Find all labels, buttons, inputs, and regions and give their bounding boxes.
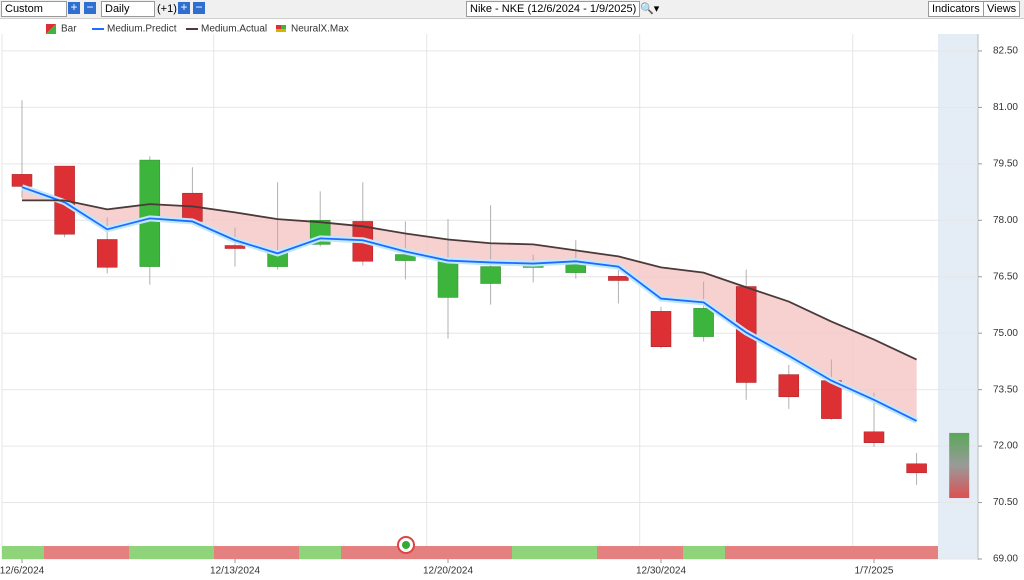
- search-button[interactable]: 🔍▾: [640, 3, 660, 15]
- offset-plus-button[interactable]: +: [178, 1, 190, 14]
- candle-body: [480, 266, 501, 284]
- zoom-out-button[interactable]: −: [84, 1, 96, 14]
- signal: [129, 546, 214, 559]
- signal: [214, 546, 299, 559]
- signal: [341, 546, 512, 559]
- candle-body: [608, 276, 629, 281]
- legend-label[interactable]: Medium.Predict: [107, 24, 177, 35]
- legend-label[interactable]: Bar: [61, 24, 77, 35]
- candle-body: [11, 174, 33, 187]
- y-tick-label: 75.00: [993, 328, 1018, 339]
- views-button[interactable]: Views: [983, 1, 1021, 17]
- zoom-in-button[interactable]: +: [68, 1, 80, 14]
- legend-swatch: [276, 29, 286, 32]
- legend-swatch: [276, 25, 281, 29]
- legend-label[interactable]: Medium.Actual: [201, 24, 267, 35]
- y-tick-label: 69.00: [993, 554, 1018, 565]
- offset-label: (+1): [157, 3, 177, 15]
- y-tick-label: 72.00: [993, 441, 1018, 452]
- line: [21, 186, 917, 422]
- candle-body: [650, 311, 672, 347]
- x-tick-label: 12/13/2024: [210, 566, 260, 577]
- y-tick-label: 79.50: [993, 158, 1018, 169]
- y-tick-label: 81.00: [993, 102, 1018, 113]
- event-icon-dot: [402, 541, 410, 549]
- range-select[interactable]: Custom: [1, 1, 67, 17]
- legend-swatch: [46, 24, 56, 34]
- candle-body: [96, 239, 118, 268]
- y-tick-label: 70.50: [993, 497, 1018, 508]
- line: [22, 199, 917, 361]
- legend-swatch: [281, 25, 286, 29]
- toolbar: Custom + − Daily (+1) + − Nike - NKE (12…: [0, 0, 1024, 19]
- legend-label[interactable]: NeuralX.Max: [291, 24, 349, 35]
- y-tick-label: 76.50: [993, 271, 1018, 282]
- candle-body: [437, 260, 459, 298]
- candle-body: [778, 374, 800, 398]
- signal: [2, 546, 44, 559]
- x-tick-label: 12/20/2024: [423, 566, 473, 577]
- y-tick-label: 82.50: [993, 46, 1018, 57]
- candle-body: [224, 245, 246, 249]
- signal: [725, 546, 938, 559]
- signal: [299, 546, 341, 559]
- offset-minus-button[interactable]: −: [193, 1, 205, 14]
- x-tick-label: 12/6/2024: [0, 566, 45, 577]
- signal: [683, 546, 725, 559]
- signal-strip: [2, 536, 938, 559]
- x-tick-label: 1/7/2025: [855, 566, 894, 577]
- y-tick-label: 78.00: [993, 215, 1018, 226]
- indicators-button[interactable]: Indicators: [928, 1, 984, 17]
- candle-body: [693, 308, 714, 337]
- signal: [597, 546, 683, 559]
- candle-body: [906, 463, 927, 474]
- y-tick-label: 73.50: [993, 384, 1018, 395]
- x-tick-label: 12/30/2024: [636, 566, 686, 577]
- signal: [512, 546, 597, 559]
- candle-body: [139, 159, 161, 267]
- forecast-range: [949, 432, 970, 499]
- signal: [44, 546, 129, 559]
- chart: 69.00 70.50 72.00 73.50 75.00 76.50 78.00 79.50…: [0, 24, 1018, 577]
- period-select[interactable]: Daily: [101, 1, 155, 17]
- symbol-field[interactable]: Nike - NKE (12/6/2024 - 1/9/2025): [466, 1, 641, 17]
- candle-body: [863, 431, 885, 443]
